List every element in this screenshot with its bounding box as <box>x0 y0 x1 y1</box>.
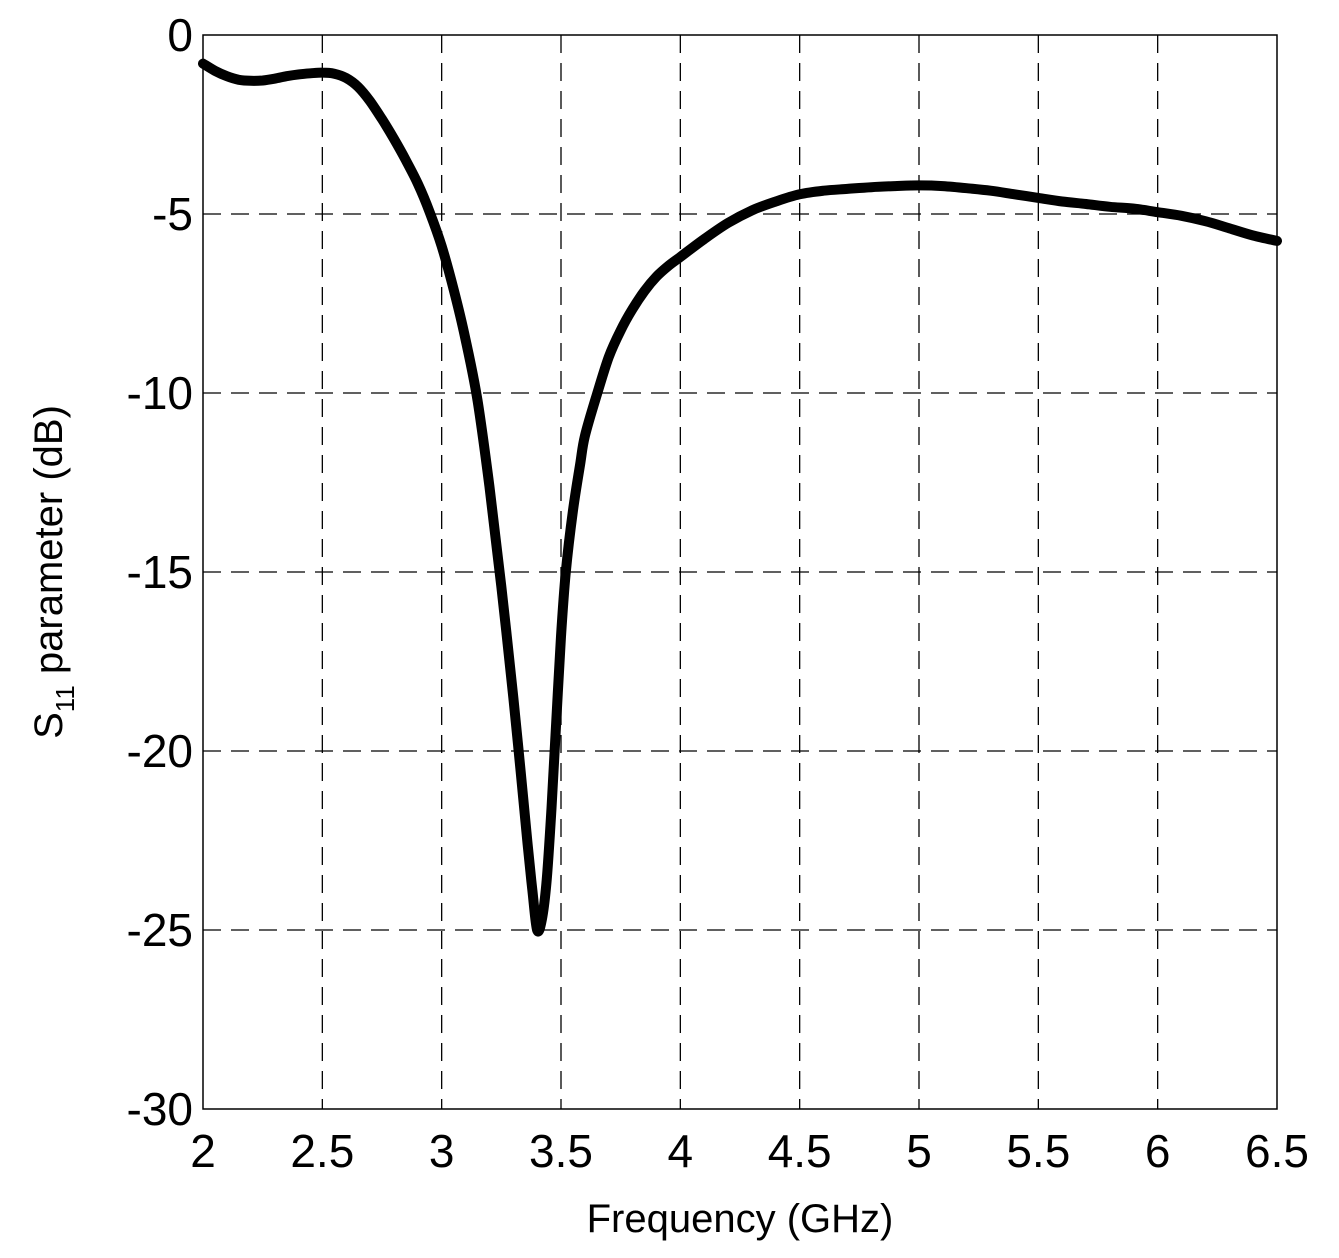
x-tick-label: 4.5 <box>768 1125 832 1177</box>
y-tick-label: -20 <box>127 725 193 777</box>
y-axis-label-subscript: 11 <box>50 685 80 712</box>
x-tick-label: 5.5 <box>1006 1125 1070 1177</box>
x-axis-label: Frequency (GHz) <box>587 1197 894 1241</box>
y-axis-label-prefix: S <box>27 712 71 739</box>
grid-lines <box>203 35 1277 1109</box>
y-tick-label: -25 <box>127 904 193 956</box>
series-layer <box>198 58 1282 937</box>
y-tick-label: -30 <box>127 1083 193 1135</box>
x-tick-label: 6 <box>1145 1125 1171 1177</box>
x-tick-label: 4 <box>668 1125 694 1177</box>
y-axis-label-suffix: parameter (dB) <box>27 405 71 685</box>
x-tick-label: 5 <box>906 1125 932 1177</box>
y-tick-label: -10 <box>127 367 193 419</box>
y-axis-label: S11 parameter (dB) <box>27 405 80 739</box>
y-tick-label: -15 <box>127 546 193 598</box>
s11-series-line <box>198 58 1282 937</box>
x-tick-label: 3.5 <box>529 1125 593 1177</box>
x-tick-label: 3 <box>429 1125 455 1177</box>
x-tick-label: 2 <box>190 1125 216 1177</box>
y-tick-labels: 0 -5 -10 -15 -20 -25 -30 <box>127 9 193 1135</box>
y-tick-label: 0 <box>167 9 193 61</box>
y-tick-label: -5 <box>152 188 193 240</box>
plot-area-frame <box>202 34 1278 1110</box>
x-tick-labels: 2 2.5 3 3.5 4 4.5 5 5.5 6 6.5 <box>190 1125 1309 1177</box>
x-tick-label: 6.5 <box>1245 1125 1309 1177</box>
x-tick-label: 2.5 <box>290 1125 354 1177</box>
